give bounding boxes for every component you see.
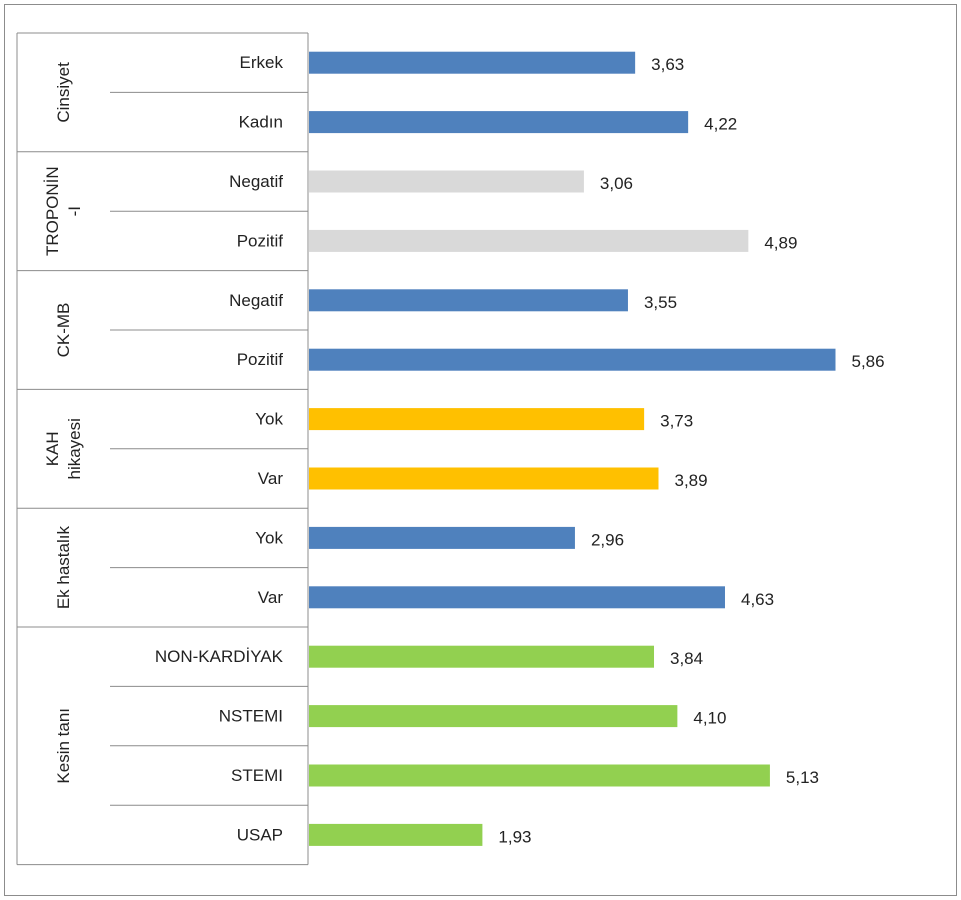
value-label: 2,96	[591, 530, 624, 549]
category-label: Yok	[255, 410, 283, 429]
bar	[309, 348, 836, 371]
value-label: 4,22	[704, 115, 737, 134]
group-label: CK-MB	[54, 303, 73, 358]
bar	[309, 289, 628, 312]
group-label: hikayesi	[65, 418, 84, 479]
category-label: Var	[258, 469, 284, 488]
category-label: Pozitif	[237, 231, 284, 250]
category-label: Erkek	[240, 53, 284, 72]
bar	[309, 823, 483, 846]
value-label: 4,89	[764, 233, 797, 252]
bar	[309, 764, 770, 787]
value-label: 3,63	[651, 55, 684, 74]
value-label: 3,89	[675, 471, 708, 490]
bar	[309, 170, 584, 193]
value-label: 1,93	[498, 827, 531, 846]
value-label: 4,63	[741, 590, 774, 609]
group-label: TROPONİN	[43, 166, 62, 256]
category-label: Negatif	[229, 172, 283, 191]
category-label: STEMI	[231, 766, 283, 785]
category-label: NSTEMI	[219, 707, 283, 726]
bar	[309, 645, 655, 668]
bar	[309, 408, 645, 431]
chart-frame	[4, 4, 957, 896]
value-label: 3,06	[600, 174, 633, 193]
value-label: 4,10	[693, 709, 726, 728]
group-label: Kesin tanı	[54, 708, 73, 784]
group-label: KAH	[43, 431, 62, 466]
group-label: Cinsiyet	[54, 62, 73, 123]
value-label: 3,55	[644, 293, 677, 312]
value-label: 5,13	[786, 768, 819, 787]
category-label: USAP	[237, 825, 283, 844]
bar	[309, 51, 636, 74]
bar	[309, 229, 749, 252]
bar	[309, 526, 575, 549]
category-label: NON-KARDİYAK	[155, 647, 284, 666]
bar	[309, 111, 689, 134]
bar	[309, 467, 659, 490]
bar	[309, 705, 678, 728]
value-label: 5,86	[852, 352, 885, 371]
category-label: Pozitif	[237, 350, 284, 369]
category-label: Negatif	[229, 291, 283, 310]
value-label: 3,73	[660, 412, 693, 431]
group-label: Ek hastalık	[54, 526, 73, 610]
bar	[309, 586, 725, 609]
value-label: 3,84	[670, 649, 703, 668]
group-label: -I	[65, 206, 84, 216]
category-label: Kadın	[239, 113, 283, 132]
category-label: Yok	[255, 528, 283, 547]
category-label: Var	[258, 588, 284, 607]
